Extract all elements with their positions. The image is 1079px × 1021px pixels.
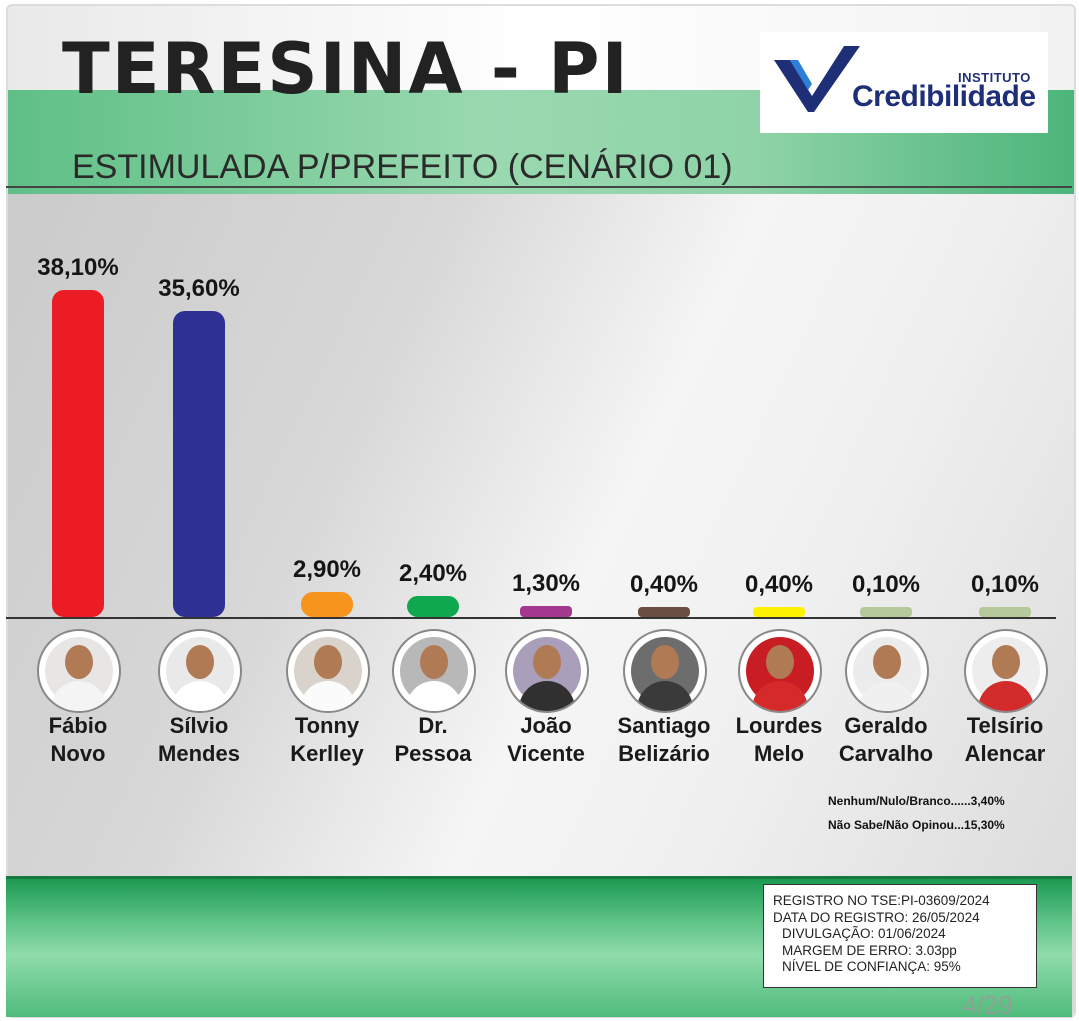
- bar-value-label: 38,10%: [37, 254, 119, 281]
- candidate-last-name: Belizário: [618, 741, 710, 766]
- candidate-photo: [738, 629, 822, 713]
- chart-subtitle: ESTIMULADA P/PREFEITO (CENÁRIO 01): [72, 148, 733, 186]
- candidate-name: Santiago Belizário: [589, 712, 739, 768]
- chart-baseline: [6, 617, 1056, 619]
- avatar-head: [873, 645, 901, 679]
- candidate-photo: [37, 629, 121, 713]
- avatar-head: [65, 645, 93, 679]
- candidate-name: João Vicente: [471, 712, 621, 768]
- candidate-name: Tonny Kerlley: [252, 712, 402, 768]
- bar-value-label: 2,40%: [398, 560, 468, 588]
- candidate-name: Dr. Pessoa: [358, 712, 508, 768]
- candidate-photo: [845, 629, 929, 713]
- bar-7: [753, 607, 805, 617]
- bar-value-label: 35,60%: [158, 275, 240, 303]
- bar-value-label: 0,10%: [851, 571, 921, 598]
- avatar-head: [314, 645, 342, 679]
- bar-value-label: 0,10%: [970, 571, 1040, 598]
- bar-value-label: 0,40%: [629, 571, 699, 598]
- candidate-last-name: Alencar: [964, 741, 1046, 766]
- header-divider: [6, 186, 1072, 188]
- candidate-last-name: Mendes: [158, 741, 240, 766]
- candidate-photo: [505, 629, 589, 713]
- nivel-confianca-line: NÍVEL DE CONFIANÇA: 95%: [782, 959, 961, 974]
- bar-value-label: 0,40%: [744, 571, 814, 598]
- page-number: 4/29: [962, 990, 1013, 1020]
- candidate-photo: [158, 629, 242, 713]
- bar-9: [979, 607, 1031, 617]
- page-title: TERESINA - PI: [62, 28, 630, 110]
- candidate-photo: [286, 629, 370, 713]
- registration-box: REGISTRO NO TSE:PI-03609/2024 DATA DO RE…: [763, 884, 1037, 988]
- bar-5: [520, 605, 572, 617]
- bar-value-label: 1,30%: [511, 569, 581, 597]
- bar-1: [52, 290, 104, 617]
- candidate-last-name: Kerlley: [290, 741, 364, 766]
- avatar-head: [420, 645, 448, 679]
- candidate-photo: [964, 629, 1048, 713]
- candidate-first-name: Telsírio: [966, 713, 1044, 738]
- candidate-name: Sílvio Mendes: [124, 712, 274, 768]
- candidate-name: Fábio Novo: [3, 712, 153, 768]
- candidate-last-name: Vicente: [507, 741, 585, 766]
- candidate-name: Telsírio Alencar: [930, 712, 1079, 768]
- candidate-first-name: Lourdes: [735, 713, 823, 738]
- logo-credibilidade-text: Credibilidade: [852, 80, 1036, 113]
- avatar-head: [651, 645, 679, 679]
- registration-date-line: DATA DO REGISTRO: 26/05/2024: [773, 909, 980, 925]
- avatar-head: [992, 645, 1020, 679]
- candidate-name: Lourdes Melo: [704, 712, 854, 768]
- candidate-first-name: João: [520, 713, 572, 738]
- bar-8: [860, 607, 912, 617]
- check-logo-icon: [774, 46, 860, 112]
- nenhum-nulo-branco-text: Nenhum/Nulo/Branco......3,40%: [828, 794, 1005, 808]
- candidate-last-name: Novo: [50, 741, 106, 766]
- avatar-head: [533, 645, 561, 679]
- bar-3: [301, 592, 353, 617]
- candidate-first-name: Tonny: [294, 713, 360, 738]
- candidate-first-name: Santiago: [617, 713, 711, 738]
- avatar-head: [766, 645, 794, 679]
- credibilidade-logo: INSTITUTO Credibilidade: [760, 32, 1048, 133]
- candidate-name: Geraldo Carvalho: [811, 712, 961, 768]
- candidate-first-name: Fábio: [48, 713, 108, 738]
- candidate-last-name: Melo: [753, 741, 805, 766]
- candidate-first-name: Geraldo: [844, 713, 928, 738]
- candidate-last-name: Pessoa: [394, 741, 472, 766]
- candidate-first-name: Dr.: [418, 713, 448, 738]
- bar-4: [407, 596, 459, 617]
- candidate-last-name: Carvalho: [838, 741, 934, 766]
- bar-2: [173, 311, 225, 617]
- bar-value-label: 2,90%: [292, 556, 362, 584]
- candidate-photo: [392, 629, 476, 713]
- candidate-photo: [623, 629, 707, 713]
- bar-6: [638, 607, 690, 617]
- avatar-head: [186, 645, 214, 679]
- candidate-first-name: Sílvio: [169, 713, 229, 738]
- nao-sabe-text: Não Sabe/Não Opinou...15,30%: [828, 818, 1005, 832]
- registration-line: REGISTRO NO TSE:PI-03609/2024: [773, 893, 990, 908]
- divulgacao-line: DIVULGAÇÃO: 01/06/2024: [782, 926, 946, 941]
- logo-instituto-text: INSTITUTO: [958, 70, 1031, 85]
- margem-erro-line: MARGEM DE ERRO: 3.03pp: [782, 942, 957, 958]
